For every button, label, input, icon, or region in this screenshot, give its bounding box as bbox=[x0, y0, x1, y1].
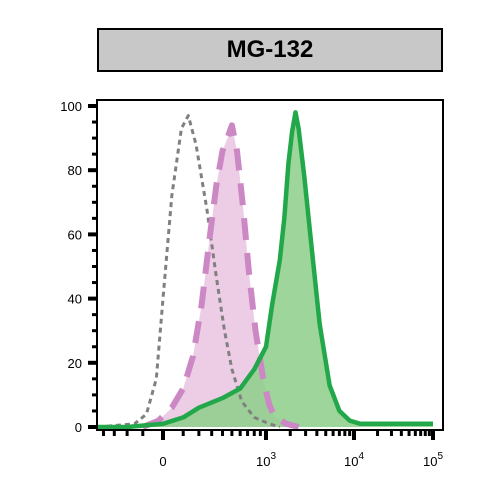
histogram-lines bbox=[97, 110, 433, 430]
y-tick-label: 20 bbox=[68, 356, 82, 371]
histogram-fill-dashed-pink bbox=[142, 125, 299, 428]
x-tick-label: 105 bbox=[423, 451, 443, 469]
y-tick-label: 100 bbox=[60, 99, 82, 114]
x-axis: 0 103 104 105 bbox=[101, 430, 443, 469]
x-tick-label: 104 bbox=[344, 451, 364, 469]
y-tick-label: 0 bbox=[75, 420, 82, 435]
x-tick-label: 103 bbox=[256, 451, 276, 469]
chart-title: MG-132 bbox=[226, 36, 314, 63]
histogram-fill-solid-green bbox=[98, 112, 433, 428]
x-tick-label: 0 bbox=[159, 454, 166, 469]
histogram-line-solid-green bbox=[98, 110, 433, 430]
y-tick-label: 80 bbox=[68, 163, 82, 178]
chart-title-box: MG-132 bbox=[97, 28, 443, 72]
y-axis: 0 20 40 60 80 100 bbox=[60, 99, 97, 435]
histogram-line-dashed-gray bbox=[97, 114, 281, 429]
histogram-line-dashed-pink bbox=[141, 122, 300, 430]
y-tick-label: 40 bbox=[68, 292, 82, 307]
y-tick-label: 60 bbox=[68, 227, 82, 242]
histogram-fills bbox=[98, 112, 433, 428]
